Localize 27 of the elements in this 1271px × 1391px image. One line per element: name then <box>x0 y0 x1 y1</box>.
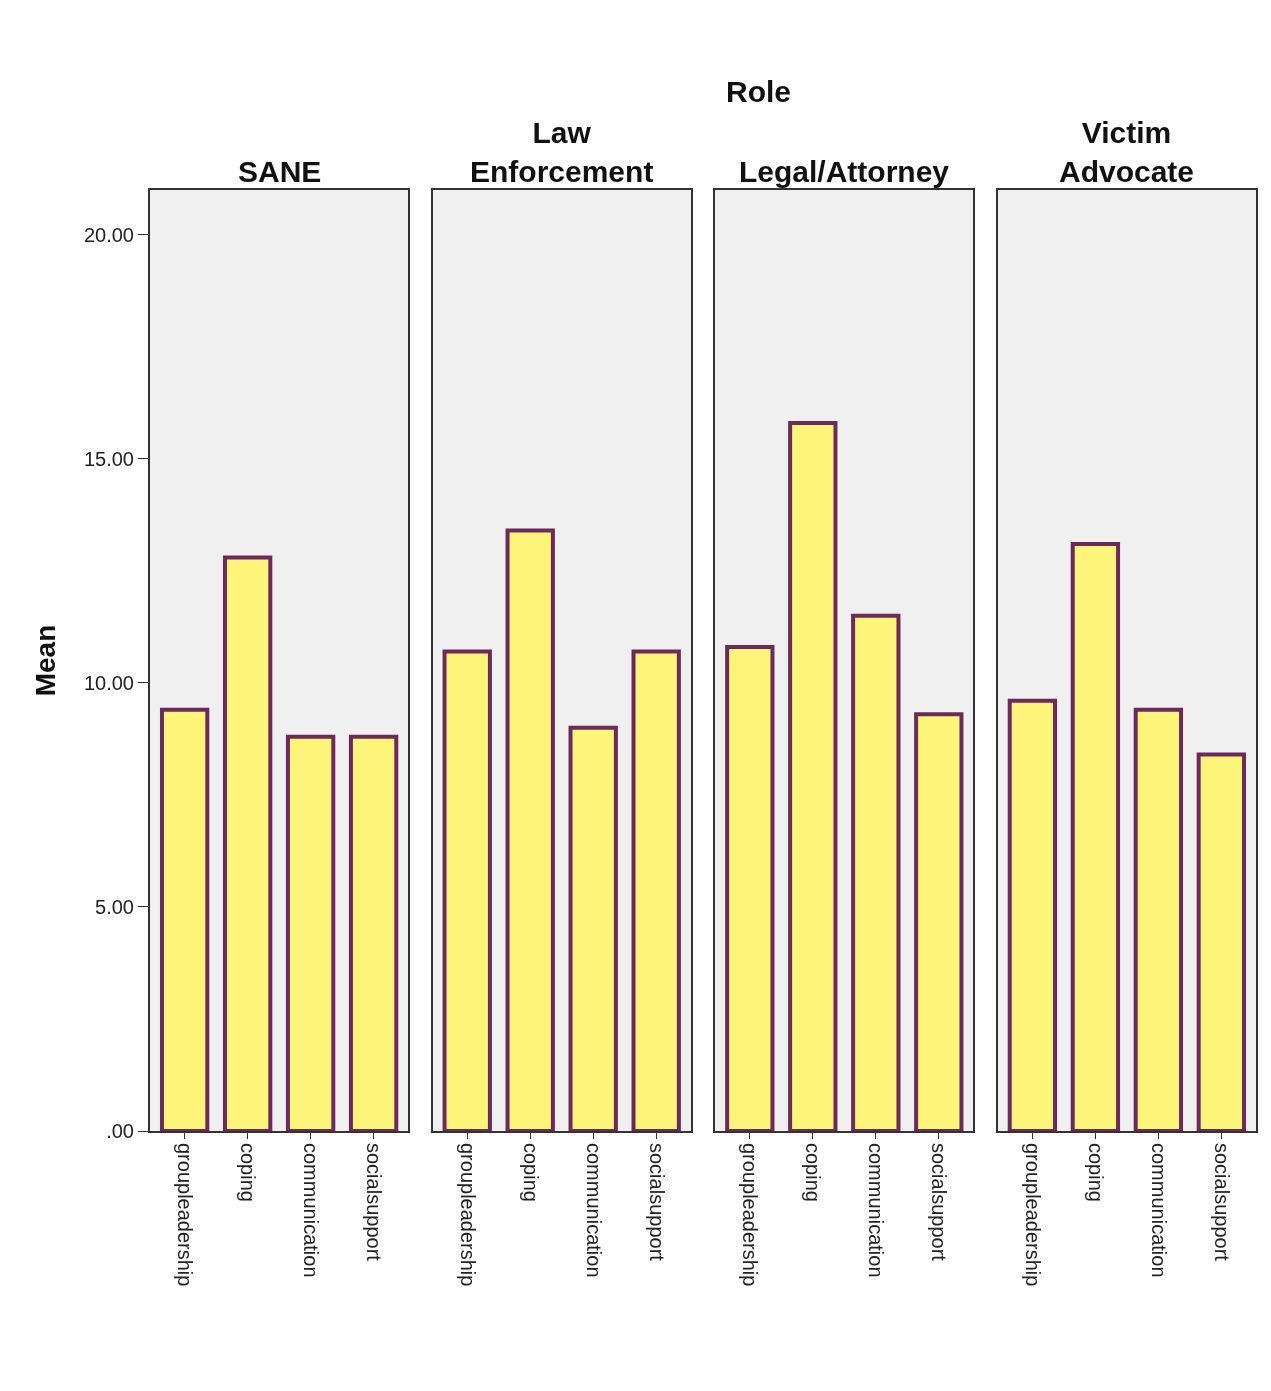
x-tick-label: coping <box>519 1143 542 1202</box>
x-tick-label: communication <box>865 1143 888 1278</box>
y-tick-label: 5.00 <box>95 895 134 918</box>
x-tick-label: communication <box>1147 1143 1170 1278</box>
x-tick-label: groupleadership <box>739 1143 762 1287</box>
x-tick-label: communication <box>582 1143 605 1278</box>
chart-title: Legal/Attorney <box>739 155 950 188</box>
x-tick-label: socialsupport <box>928 1143 951 1262</box>
y-tick-label: 20.00 <box>83 223 134 246</box>
x-tick-label: socialsupport <box>645 1143 668 1262</box>
chart-title: Law Enforcement <box>470 116 654 188</box>
x-tick-label: groupleadership <box>456 1143 479 1287</box>
x-tick-label: coping <box>802 1143 825 1202</box>
y-tick-label: .00 <box>106 1120 134 1142</box>
x-tick-label: coping <box>1084 1143 1107 1202</box>
x-tick-label: coping <box>237 1143 260 1202</box>
text: Role <box>726 75 792 108</box>
chart-title: Victim Advocate <box>1059 116 1195 188</box>
chart-title: SANE <box>238 155 322 188</box>
y-axis-title: Mean <box>30 624 62 697</box>
x-tick-label: communication <box>300 1143 323 1278</box>
x-tick-label: groupleadership <box>174 1143 197 1287</box>
x-tick-label: socialsupport <box>1210 1143 1233 1262</box>
x-tick-label: groupleadership <box>1021 1143 1044 1287</box>
y-tick-label: 15.00 <box>83 447 134 470</box>
x-tick-label: socialsupport <box>363 1143 386 1262</box>
y-tick-label: 10.00 <box>83 671 134 694</box>
